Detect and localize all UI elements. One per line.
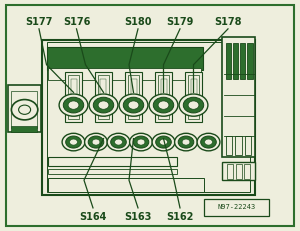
Circle shape	[98, 101, 109, 109]
Circle shape	[119, 94, 148, 116]
Circle shape	[160, 139, 167, 145]
Bar	[130, 79, 136, 116]
Bar	[222, 162, 255, 180]
Circle shape	[183, 97, 204, 113]
Bar	[244, 164, 250, 179]
Bar	[48, 157, 177, 166]
Circle shape	[179, 94, 208, 116]
Circle shape	[11, 100, 38, 120]
Circle shape	[70, 139, 77, 145]
Circle shape	[178, 136, 194, 148]
Bar	[188, 75, 199, 119]
Text: S176: S176	[63, 17, 90, 27]
Text: S177: S177	[25, 17, 53, 27]
Circle shape	[149, 94, 178, 116]
Circle shape	[156, 136, 171, 148]
Circle shape	[175, 133, 197, 151]
Circle shape	[205, 139, 212, 145]
Circle shape	[19, 105, 31, 114]
Bar	[222, 37, 255, 157]
Text: S180: S180	[124, 17, 152, 27]
Bar	[98, 75, 109, 119]
Bar	[233, 43, 238, 79]
Circle shape	[197, 133, 220, 151]
Circle shape	[128, 101, 139, 109]
Circle shape	[88, 136, 104, 148]
Bar	[190, 79, 196, 116]
Bar	[125, 72, 142, 122]
Text: S178: S178	[214, 17, 242, 27]
Circle shape	[182, 139, 190, 145]
Bar	[95, 72, 112, 122]
Circle shape	[188, 101, 199, 109]
Circle shape	[133, 136, 149, 148]
Bar	[42, 40, 255, 195]
Bar	[8, 85, 41, 132]
Bar	[160, 79, 166, 116]
Text: S162: S162	[166, 212, 194, 222]
Circle shape	[115, 139, 122, 145]
Circle shape	[130, 133, 152, 151]
Bar	[155, 72, 172, 122]
Bar	[226, 43, 231, 79]
Text: S179: S179	[166, 17, 194, 27]
Circle shape	[158, 101, 169, 109]
Circle shape	[85, 133, 107, 151]
Text: S163: S163	[124, 212, 152, 222]
Bar	[70, 79, 76, 116]
Bar	[240, 43, 245, 79]
Bar	[128, 75, 139, 119]
Bar	[236, 164, 242, 179]
Circle shape	[137, 139, 145, 145]
Circle shape	[62, 133, 85, 151]
Circle shape	[68, 101, 79, 109]
Bar	[158, 75, 169, 119]
Bar	[48, 169, 177, 174]
Bar	[100, 79, 106, 116]
Circle shape	[93, 97, 114, 113]
Circle shape	[152, 133, 175, 151]
Bar	[226, 164, 232, 179]
Bar	[235, 136, 242, 155]
Circle shape	[107, 133, 130, 151]
Circle shape	[89, 94, 118, 116]
Circle shape	[111, 136, 126, 148]
Bar	[11, 91, 37, 128]
Bar	[226, 136, 232, 155]
Bar	[185, 72, 202, 122]
Circle shape	[59, 94, 88, 116]
Text: S164: S164	[79, 212, 107, 222]
Circle shape	[153, 97, 174, 113]
Text: N97-22243: N97-22243	[217, 204, 256, 210]
Bar	[65, 72, 82, 122]
Circle shape	[66, 136, 81, 148]
Bar	[204, 199, 268, 216]
Bar	[247, 43, 253, 79]
Bar	[46, 47, 202, 70]
Bar	[245, 136, 251, 155]
Bar	[48, 68, 201, 80]
Bar	[46, 42, 250, 192]
Bar	[11, 126, 37, 132]
Bar	[48, 178, 204, 192]
Circle shape	[123, 97, 144, 113]
Circle shape	[92, 139, 100, 145]
Circle shape	[201, 136, 216, 148]
Bar	[68, 75, 79, 119]
Circle shape	[63, 97, 84, 113]
